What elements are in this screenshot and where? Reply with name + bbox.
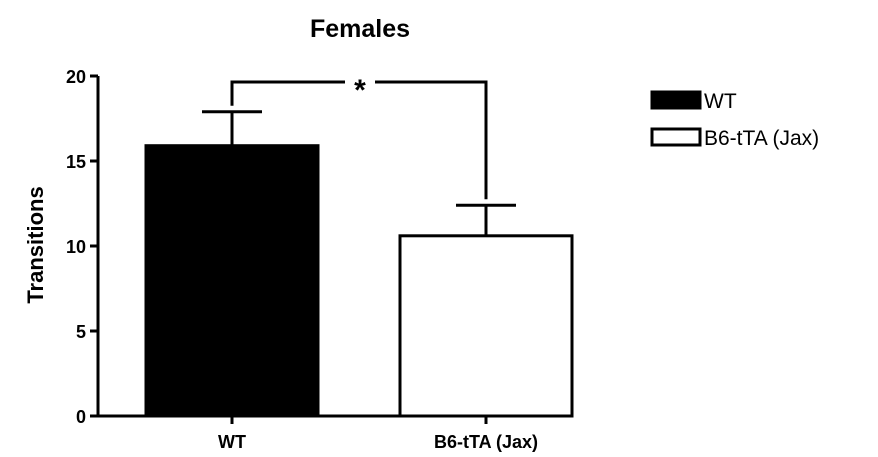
bar <box>144 144 320 418</box>
y-tick-label: 15 <box>66 152 86 172</box>
bar <box>398 234 574 418</box>
legend-label: WT <box>704 90 737 113</box>
bars <box>144 110 574 418</box>
x-tick-label: WT <box>218 432 246 452</box>
legend-swatch <box>650 127 702 147</box>
legend-swatch <box>650 90 702 110</box>
y-tick-label: 5 <box>76 322 86 342</box>
y-tick-label: 20 <box>66 67 86 87</box>
significance-bracket: * <box>230 74 488 200</box>
y-axis-label: Transitions <box>23 186 48 303</box>
y-tick-label: 10 <box>66 237 86 257</box>
chart-title: Females <box>310 15 410 43</box>
x-axis: WT B6-tTA (Jax) <box>90 414 562 452</box>
legend: WT B6-tTA (Jax) <box>650 90 819 150</box>
y-axis: 0 5 10 15 20 <box>66 67 100 427</box>
y-tick-label: 0 <box>76 407 86 427</box>
significance-star: * <box>354 74 366 107</box>
x-tick-label: B6-tTA (Jax) <box>434 432 538 452</box>
legend-label: B6-tTA (Jax) <box>704 127 819 150</box>
bracket-right <box>375 80 488 200</box>
bracket-left <box>230 80 345 106</box>
